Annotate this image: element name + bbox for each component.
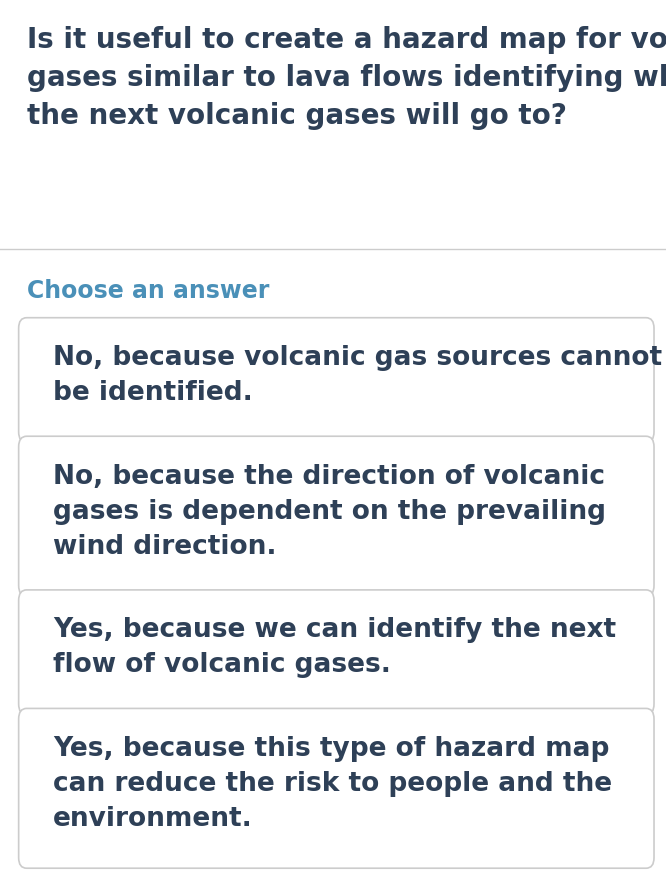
FancyBboxPatch shape — [19, 590, 654, 715]
Text: No, because volcanic gas sources cannot
be identified.: No, because volcanic gas sources cannot … — [53, 345, 663, 405]
Text: Is it useful to create a hazard map for volcanic
gases similar to lava flows ide: Is it useful to create a hazard map for … — [27, 26, 666, 130]
Text: Choose an answer: Choose an answer — [27, 279, 269, 303]
Text: No, because the direction of volcanic
gases is dependent on the prevailing
wind : No, because the direction of volcanic ga… — [53, 463, 606, 559]
FancyBboxPatch shape — [19, 709, 654, 868]
Text: Yes, because this type of hazard map
can reduce the risk to people and the
envir: Yes, because this type of hazard map can… — [53, 735, 613, 831]
FancyBboxPatch shape — [19, 437, 654, 596]
FancyBboxPatch shape — [19, 318, 654, 443]
Text: Yes, because we can identify the next
flow of volcanic gases.: Yes, because we can identify the next fl… — [53, 617, 617, 677]
